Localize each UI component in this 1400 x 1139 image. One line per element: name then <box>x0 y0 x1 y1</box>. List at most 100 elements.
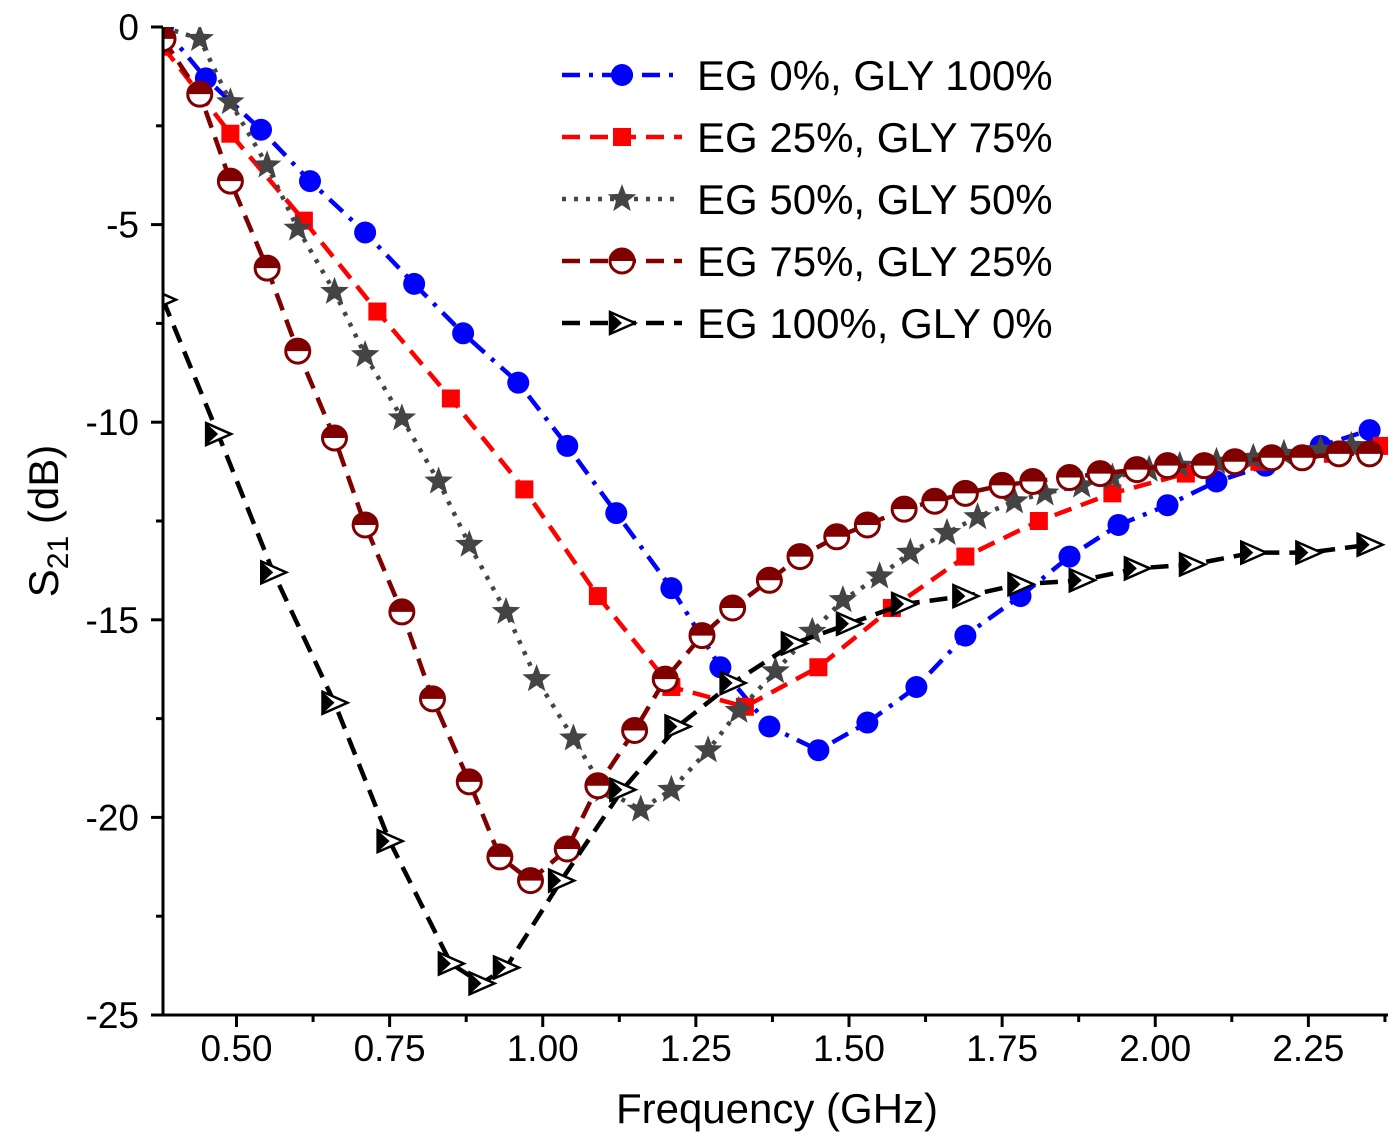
legend-item-4: EG 100%, GLY 0% <box>562 300 1053 347</box>
data-point-2-24 <box>963 502 992 530</box>
y-axis-title: S21 (dB) <box>20 445 75 597</box>
data-point-3-13 <box>584 772 612 800</box>
data-point-4-12 <box>780 630 810 657</box>
data-point-3-6 <box>351 511 379 539</box>
data-point-4-8 <box>547 867 578 894</box>
x-tick-label-0: 0.50 <box>200 1028 272 1069</box>
y-tick-label-1: -5 <box>106 205 139 246</box>
data-point-0-10 <box>660 577 683 600</box>
data-point-0-11 <box>709 656 732 679</box>
y-tick-label-5: -25 <box>86 995 139 1036</box>
data-point-0-13 <box>807 739 830 762</box>
legend-item-0: EG 0%, GLY 100% <box>562 52 1053 99</box>
data-point-3-22 <box>890 495 918 523</box>
data-point-3-33 <box>1258 444 1286 472</box>
data-point-3-0 <box>163 27 177 53</box>
x-tick-label-4: 1.50 <box>813 1028 885 1069</box>
data-point-2-3 <box>252 150 282 178</box>
data-point-4-10 <box>664 713 694 740</box>
data-point-4-6 <box>468 970 498 997</box>
data-point-2-32 <box>1239 442 1268 470</box>
data-point-4-9 <box>609 776 639 803</box>
legend-label-1: EG 25%, GLY 75% <box>697 114 1053 161</box>
data-point-3-11 <box>517 867 544 895</box>
data-point-3-16 <box>688 622 716 650</box>
data-point-0-18 <box>1058 545 1081 568</box>
data-point-0-8 <box>556 434 579 457</box>
data-point-4-13 <box>835 610 866 637</box>
data-point-1-1 <box>221 124 240 143</box>
data-point-3-19 <box>786 543 814 571</box>
data-point-2-21 <box>865 561 894 589</box>
series-line-4 <box>163 298 1370 986</box>
data-point-3-23 <box>921 487 949 515</box>
data-point-0-19 <box>1107 513 1130 536</box>
data-point-1-9 <box>809 658 828 677</box>
data-point-4-1 <box>204 421 235 447</box>
data-point-4-20 <box>1240 539 1270 566</box>
y-axis-title-unit: (dB) <box>20 445 67 536</box>
data-point-4-11 <box>719 670 749 696</box>
legend-marker-4 <box>608 310 639 336</box>
data-point-2-34 <box>1306 434 1335 462</box>
data-point-2-11 <box>522 664 551 692</box>
data-point-2-5 <box>320 276 349 304</box>
data-point-2-25 <box>1000 486 1029 514</box>
data-point-2-2 <box>216 87 245 115</box>
data-point-0-4 <box>354 221 377 244</box>
legend-label-4: EG 100%, GLY 0% <box>697 300 1053 347</box>
legend-label-2: EG 50%, GLY 50% <box>697 176 1053 223</box>
legend-marker-3 <box>608 247 636 275</box>
data-point-3-10 <box>486 843 514 871</box>
data-point-2-23 <box>932 517 962 545</box>
data-point-4-16 <box>1007 571 1037 598</box>
data-point-2-4 <box>283 213 312 241</box>
legend-marker-0 <box>611 64 633 86</box>
data-point-4-15 <box>952 583 982 610</box>
data-point-4-18 <box>1123 555 1153 582</box>
data-point-3-18 <box>755 566 783 594</box>
data-point-3-21 <box>853 511 881 539</box>
data-point-2-6 <box>350 340 380 368</box>
data-point-3-26 <box>1019 467 1047 495</box>
data-point-3-14 <box>621 716 649 744</box>
x-tick-label-3: 1.25 <box>660 1028 732 1069</box>
data-point-2-7 <box>387 403 417 431</box>
data-point-1-4 <box>441 389 460 408</box>
data-point-3-3 <box>253 254 281 282</box>
data-point-0-12 <box>758 715 781 738</box>
data-point-3-7 <box>388 598 416 626</box>
data-point-3-15 <box>651 665 679 693</box>
data-point-3-4 <box>284 337 312 365</box>
x-axis-title: Frequency (GHz) <box>616 1085 938 1132</box>
data-point-2-16 <box>693 735 723 763</box>
data-point-3-12 <box>553 835 581 863</box>
data-point-2-20 <box>828 585 858 613</box>
legend-item-1: EG 25%, GLY 75% <box>562 114 1053 161</box>
data-point-2-12 <box>559 723 588 751</box>
data-point-2-35 <box>1337 430 1366 458</box>
data-point-4-7 <box>492 954 523 981</box>
data-point-2-8 <box>424 466 453 494</box>
data-point-3-27 <box>1056 464 1083 492</box>
data-point-1-6 <box>588 587 607 606</box>
data-point-3-9 <box>455 768 483 796</box>
x-tick-label-1: 0.75 <box>354 1028 426 1069</box>
data-point-4-14 <box>890 591 921 617</box>
data-point-3-20 <box>823 523 851 551</box>
data-point-4-2 <box>260 559 290 586</box>
series-layer <box>163 27 1388 997</box>
y-tick-label-0: 0 <box>118 7 139 48</box>
data-point-0-24 <box>1358 419 1381 442</box>
data-point-4-22 <box>1356 531 1386 558</box>
data-point-1-3 <box>368 302 387 321</box>
data-point-3-2 <box>216 167 244 195</box>
data-point-2-18 <box>761 656 790 684</box>
data-point-0-15 <box>905 675 928 698</box>
data-point-0-9 <box>605 502 628 525</box>
axes: 0.50 0.75 1.00 1.25 1.50 1.75 2.00 2.25 0 -5 -10 -1… <box>86 7 1388 1069</box>
data-point-3-17 <box>719 594 747 622</box>
y-axis-title-sub: 21 <box>42 536 75 569</box>
data-point-3-24 <box>951 479 979 507</box>
